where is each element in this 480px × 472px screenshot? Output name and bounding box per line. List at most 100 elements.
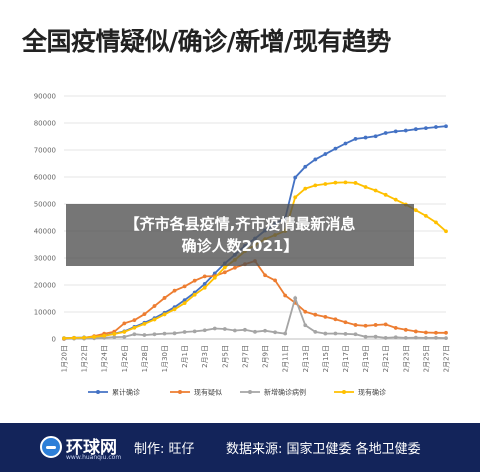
x-tick-label: 2月17日 — [342, 345, 350, 372]
data-point — [444, 124, 448, 129]
data-point — [413, 335, 418, 340]
data-point — [102, 333, 107, 338]
data-point — [132, 332, 137, 337]
data-point — [293, 175, 298, 180]
y-tick-label: 70000 — [34, 147, 56, 155]
data-point — [172, 307, 177, 312]
data-point — [172, 331, 177, 336]
x-tick-label: 2月27日 — [443, 345, 451, 372]
data-point — [313, 329, 318, 334]
data-point — [82, 335, 87, 340]
data-point — [393, 326, 398, 330]
x-tick-label: 2月15日 — [322, 345, 330, 372]
data-point — [212, 326, 217, 331]
data-point — [363, 185, 368, 189]
data-point — [283, 293, 288, 298]
data-point — [323, 314, 328, 319]
data-point — [383, 131, 388, 135]
data-point — [373, 134, 378, 139]
data-point — [202, 274, 207, 279]
x-tick-label: 1月20日 — [61, 345, 69, 372]
data-point — [323, 152, 328, 156]
data-point — [303, 323, 308, 328]
data-point — [293, 296, 298, 300]
legend-label: 累计确诊 — [112, 388, 140, 397]
data-point — [303, 164, 308, 169]
x-axis: 1月20日 1月22日 1月24日 1月26日 1月28日 1月30日 2月1日 2月3日 2月… — [61, 345, 451, 372]
data-point — [152, 332, 157, 337]
x-tick-label: 2月11日 — [282, 345, 290, 372]
x-tick-label: 2月5日 — [221, 345, 229, 368]
legend-marker — [248, 390, 252, 394]
x-tick-label: 2月9日 — [262, 345, 270, 368]
x-tick-label: 2月19日 — [362, 345, 370, 372]
x-tick-label: 1月28日 — [141, 345, 149, 372]
data-point — [303, 309, 308, 314]
data-point — [373, 323, 378, 327]
data-point — [232, 328, 237, 333]
overlay-line-2: 确诊人数2021】 — [181, 237, 299, 255]
data-point — [434, 330, 438, 335]
data-point — [192, 329, 197, 334]
data-point — [423, 126, 428, 131]
data-point — [373, 188, 378, 193]
data-point — [72, 335, 76, 340]
x-tick-label: 2月1日 — [181, 345, 189, 368]
news-overlay[interactable]: 【齐市各县疫情,齐市疫情最新消息 确诊人数2021】 — [66, 204, 414, 266]
data-point — [202, 282, 207, 286]
y-tick-label: 60000 — [34, 174, 56, 182]
data-point — [393, 335, 398, 340]
data-point — [343, 180, 348, 185]
data-point — [363, 334, 368, 339]
data-point — [112, 332, 117, 336]
y-axis: 0 10000 20000 30000 40000 50000 60000 70000 8000… — [34, 93, 56, 344]
data-point — [353, 137, 358, 141]
data-point — [353, 181, 358, 185]
data-point — [343, 320, 348, 325]
data-point — [212, 275, 217, 280]
data-point — [192, 278, 197, 283]
data-point — [434, 220, 438, 225]
data-point — [434, 335, 438, 340]
y-tick-label: 10000 — [34, 309, 56, 317]
data-point — [423, 330, 428, 335]
series-line-现有疑似 — [63, 259, 446, 340]
data-point — [383, 336, 388, 340]
data-point — [313, 183, 318, 188]
data-point — [202, 285, 207, 290]
x-tick-label: 2月3日 — [201, 345, 209, 368]
data-point — [202, 328, 207, 333]
data-point — [423, 336, 428, 340]
data-point — [243, 327, 247, 332]
y-tick-label: 0 — [52, 336, 56, 344]
data-point — [182, 298, 187, 303]
data-point — [313, 157, 318, 162]
data-point — [253, 329, 257, 334]
legend-label: 新增确诊病例 — [264, 388, 306, 397]
data-point — [182, 301, 187, 305]
data-point — [182, 330, 187, 334]
data-source: 数据来源: 国家卫健委 各地卫健委 — [226, 442, 421, 457]
data-point — [333, 146, 338, 151]
data-point — [393, 129, 398, 134]
data-point — [303, 186, 308, 191]
data-point — [172, 288, 177, 293]
data-point — [383, 322, 388, 327]
data-point — [333, 180, 338, 185]
legend-label: 现有疑似 — [194, 388, 222, 397]
y-tick-label: 80000 — [34, 120, 56, 128]
data-point — [343, 332, 348, 336]
data-point — [383, 192, 388, 197]
y-tick-label: 40000 — [34, 228, 56, 236]
legend-marker — [178, 390, 182, 394]
data-point — [112, 335, 117, 340]
data-point — [273, 330, 278, 335]
data-point — [363, 323, 368, 328]
data-point — [142, 321, 147, 326]
x-tick-label: 1月30日 — [161, 345, 169, 372]
data-point — [222, 327, 227, 331]
data-point — [162, 331, 167, 336]
data-point — [283, 331, 288, 336]
logo-text: 环球网 — [66, 438, 117, 458]
data-point — [353, 323, 358, 327]
